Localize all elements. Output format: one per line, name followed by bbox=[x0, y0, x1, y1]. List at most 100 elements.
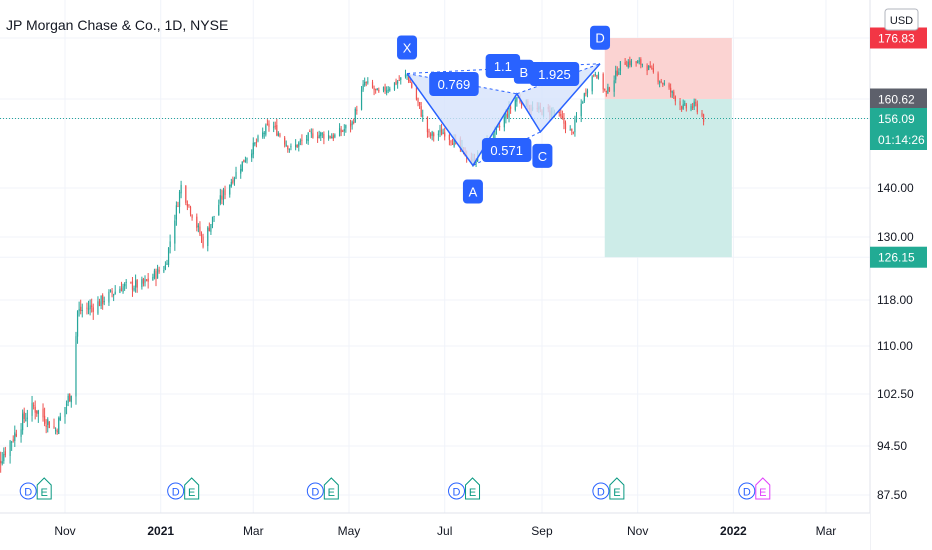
candle-201 bbox=[429, 132, 432, 139]
y-tick-label: 110.00 bbox=[877, 339, 913, 353]
candle-19 bbox=[31, 395, 33, 422]
candle-307 bbox=[662, 82, 664, 88]
candle-89 bbox=[185, 185, 187, 206]
candle-117 bbox=[244, 156, 247, 163]
candle-210 bbox=[450, 139, 452, 146]
candle-16 bbox=[23, 407, 25, 424]
candle-29 bbox=[53, 418, 55, 429]
candle-119 bbox=[251, 149, 253, 162]
candle-125 bbox=[263, 131, 265, 139]
candle-176 bbox=[375, 88, 377, 94]
candle-97 bbox=[200, 231, 203, 243]
price-axis[interactable]: 87.50 94.50 102.50 110.00 118.00 126.15 130.00… bbox=[869, 0, 932, 550]
candle-139 bbox=[295, 139, 297, 151]
candle-207 bbox=[442, 128, 444, 135]
candle-312 bbox=[673, 89, 675, 100]
dividend-letter: D bbox=[24, 487, 32, 499]
candle-168 bbox=[356, 105, 358, 115]
candle-62 bbox=[124, 282, 126, 291]
dividend-letter: D bbox=[597, 487, 605, 499]
candle-10 bbox=[11, 440, 13, 451]
dividend-icon bbox=[306, 482, 324, 500]
y-tick-label: 102.50 bbox=[877, 387, 914, 401]
candle-114 bbox=[240, 164, 242, 179]
pattern-ratio-3: 1.925 bbox=[529, 62, 580, 86]
candle-280 bbox=[604, 88, 606, 92]
earnings-letter: E bbox=[759, 487, 766, 499]
y-tick-label: 130.00 bbox=[877, 230, 914, 244]
candle-127 bbox=[266, 119, 269, 126]
candle-88 bbox=[180, 180, 182, 199]
candle-68 bbox=[136, 279, 138, 293]
candle-75 bbox=[153, 268, 156, 280]
candle-310 bbox=[670, 83, 672, 98]
candle-21 bbox=[34, 400, 36, 420]
candle-121 bbox=[254, 142, 256, 147]
earnings-letter: E bbox=[328, 487, 335, 499]
candle-48 bbox=[92, 303, 94, 320]
candle-103 bbox=[213, 215, 215, 222]
candle-156 bbox=[331, 133, 333, 139]
candle-236 bbox=[506, 109, 509, 119]
price-badge-3: 01:14:26 bbox=[870, 129, 927, 150]
currency-button[interactable]: USD bbox=[884, 8, 919, 31]
candle-317 bbox=[684, 100, 686, 106]
candle-182 bbox=[387, 86, 389, 94]
candle-93 bbox=[191, 214, 193, 221]
candle-261 bbox=[561, 110, 563, 120]
candle-120 bbox=[252, 137, 254, 159]
earnings-letter: E bbox=[613, 487, 620, 499]
candle-183 bbox=[389, 86, 391, 92]
candle-14 bbox=[20, 423, 22, 443]
candle-276 bbox=[594, 71, 596, 77]
candle-303 bbox=[652, 63, 654, 74]
candle-302 bbox=[651, 65, 653, 70]
pattern-point-d: D bbox=[590, 25, 611, 50]
candle-322 bbox=[695, 98, 697, 107]
candle-320 bbox=[692, 102, 694, 110]
candle-203 bbox=[433, 131, 435, 142]
candle-60 bbox=[120, 281, 123, 292]
candle-179 bbox=[382, 86, 385, 93]
x-tick-label: Mar bbox=[243, 524, 264, 538]
candle-150 bbox=[318, 130, 320, 139]
candle-64 bbox=[130, 281, 132, 284]
price-badges: 176.83 160.62 156.09 01:14:26 126.15 bbox=[870, 27, 927, 268]
candle-186 bbox=[397, 80, 399, 89]
candle-164 bbox=[349, 119, 352, 133]
candle-39 bbox=[75, 331, 77, 405]
candle-262 bbox=[563, 113, 565, 130]
time-axis[interactable]: Nov 2021 Mar May Jul Sep Nov 2022 Mar bbox=[0, 512, 870, 550]
candle-79 bbox=[163, 265, 165, 274]
candle-11 bbox=[12, 435, 14, 443]
candle-178 bbox=[378, 87, 380, 93]
x-tick-label: 2022 bbox=[720, 524, 747, 538]
dividend-icon bbox=[19, 482, 37, 500]
candle-30 bbox=[54, 427, 57, 435]
harmonic-pattern[interactable]: X A B C D 0.769 1.1 0.571 1.925 bbox=[397, 25, 611, 204]
trade-position-box[interactable] bbox=[0, 38, 870, 258]
candle-50 bbox=[98, 298, 101, 307]
y-tick-label: 140.00 bbox=[877, 181, 914, 195]
earnings-icon bbox=[609, 477, 625, 500]
candle-8 bbox=[4, 446, 6, 458]
price-axis-bg bbox=[870, 0, 932, 550]
candle-123 bbox=[257, 134, 259, 143]
candle-148 bbox=[312, 128, 314, 139]
candle-69 bbox=[141, 276, 143, 290]
candle-47 bbox=[91, 298, 93, 313]
candle-169 bbox=[360, 86, 363, 111]
chart-title: JP Morgan Chase & Co., 1D, NYSE bbox=[6, 17, 228, 33]
candle-70 bbox=[142, 277, 145, 287]
candle-86 bbox=[177, 201, 179, 208]
candle-73 bbox=[147, 273, 149, 289]
candle-49 bbox=[97, 296, 99, 315]
candle-38 bbox=[70, 395, 72, 408]
